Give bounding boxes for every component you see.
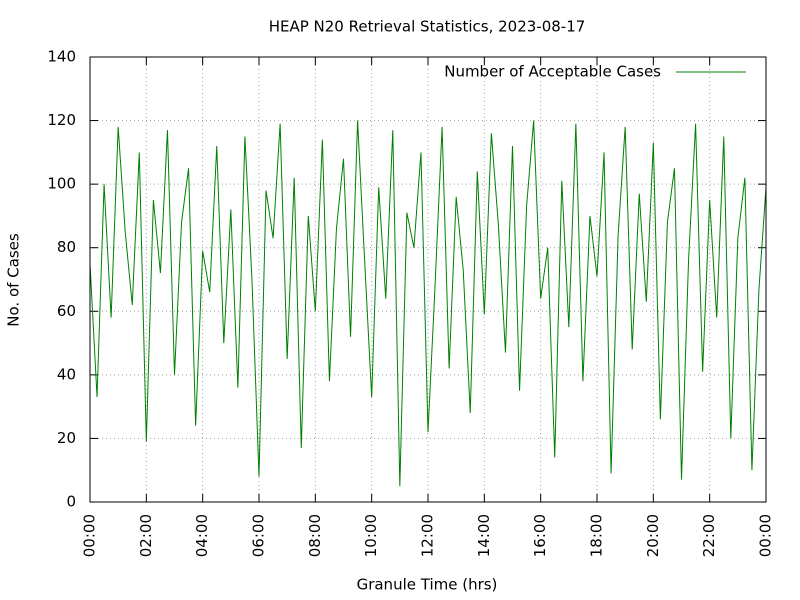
x-tick-label: 18:00 — [588, 514, 606, 557]
y-tick-label: 60 — [57, 302, 76, 320]
data-line — [89, 120, 767, 487]
x-tick-label: 02:00 — [137, 514, 155, 557]
legend-label: Number of Acceptable Cases — [444, 63, 661, 81]
x-tick-label: 10:00 — [362, 514, 380, 557]
y-tick-label: 0 — [66, 493, 76, 511]
x-tick-label: 08:00 — [306, 514, 324, 557]
y-tick-label: 120 — [47, 111, 76, 129]
y-tick-label: 140 — [47, 48, 76, 66]
y-tick-label: 40 — [57, 365, 76, 383]
plot-border — [89, 56, 767, 503]
x-tick-label: 20:00 — [644, 514, 662, 557]
x-tick-label: 22:00 — [700, 514, 718, 557]
chart-title: HEAP N20 Retrieval Statistics, 2023-08-1… — [269, 18, 586, 36]
x-tick-label: 06:00 — [250, 514, 268, 557]
x-axis-label: Granule Time (hrs) — [357, 576, 498, 594]
y-tick-label: 80 — [57, 238, 76, 256]
x-tick-label: 00:00 — [81, 514, 99, 557]
y-tick-label: 20 — [57, 429, 76, 447]
x-tick-label: 00:00 — [757, 514, 775, 557]
x-tick-label: 14:00 — [475, 514, 493, 557]
x-tick-label: 12:00 — [419, 514, 437, 557]
y-tick-label: 100 — [47, 175, 76, 193]
x-tick-label: 04:00 — [193, 514, 211, 557]
y-axis-label: No. of Cases — [5, 233, 23, 327]
x-tick-label: 16:00 — [531, 514, 549, 557]
